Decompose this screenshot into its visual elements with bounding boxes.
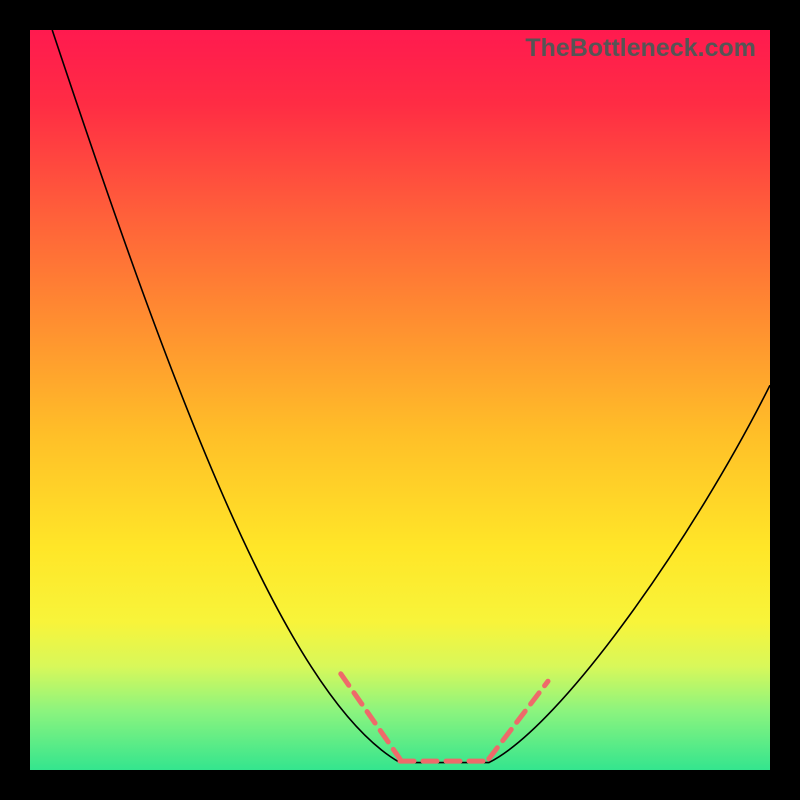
watermark-text: TheBottleneck.com xyxy=(525,34,756,63)
heatmap-background xyxy=(30,30,770,770)
bottleneck-chart xyxy=(30,30,770,770)
chart-frame: TheBottleneck.com xyxy=(0,0,800,800)
